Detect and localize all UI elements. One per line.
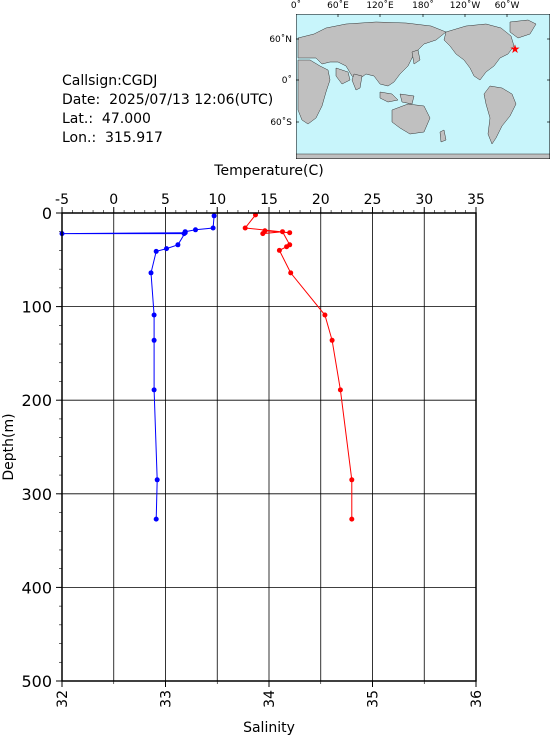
salinity-axis-ticks: 32 33 34 35 36 [55,681,485,708]
salinity-profile-point [193,227,198,233]
temperature-tick-label: 5 [161,192,170,208]
depth-tick-label: 500 [21,672,52,691]
salinity-tick-label: 33 [159,690,175,708]
salinity-tick-label: 35 [366,690,382,708]
location-marker-star-icon: ★ [510,42,521,56]
salinity-profile-point [148,270,154,276]
map-top-tick-5: 60˚W [495,0,520,11]
depth-tick-label: 300 [21,485,52,504]
salinity-axis-label: Salinity [243,720,295,736]
map-tick-marks [296,14,550,123]
temperature-profile-point [349,516,355,522]
station-info: Callsign:CGDJ Date: 2025/07/13 12:06(UTC… [62,72,273,148]
salinity-profile-point [210,225,216,231]
temperature-tick-label: 25 [364,192,382,208]
depth-tick-label: 100 [21,298,52,317]
temperature-profile-point [242,225,248,231]
world-location-map: ★ [296,14,550,159]
temperature-profile-point [284,244,290,250]
salinity-profile-line [61,215,215,520]
salinity-profile-point [151,337,157,343]
temperature-profile-point [276,247,282,253]
temperature-profile-point [288,270,294,276]
depth-tick-label: 0 [42,204,52,223]
temperature-profile-point [260,231,266,237]
salinity-tick-label: 36 [469,690,485,708]
map-left-tick-0: 60˚N [269,34,292,45]
date-label: Date: 2025/07/13 12:06(UTC) [62,92,274,108]
salinity-profile-point [151,312,157,318]
map-left-tick-2: 60˚S [270,117,292,128]
map-top-tick-2: 120˚E [366,0,394,11]
longitude-label: Lon.: 315.917 [62,130,163,146]
salinity-profile-point [153,248,159,254]
map-top-tick-0: 0˚ [291,0,301,11]
depth-axis-ticks: 0 100 200 300 400 500 [21,204,62,691]
salinity-profile-point [164,246,169,252]
temperature-profile-point [322,312,328,318]
chart-grid [61,212,477,682]
salinity-profile-point [151,387,157,393]
temperature-tick-label: 35 [467,192,485,208]
chart-series [59,212,355,522]
map-top-tick-4: 120˚W [450,0,481,11]
depth-axis-label: Depth(m) [1,413,17,480]
depth-tick-label: 200 [21,391,52,410]
salinity-profile-point [211,213,217,219]
temperature-profile-point [337,387,343,393]
salinity-profile-point [182,230,188,236]
temperature-profile-point [329,337,335,343]
temperature-axis-label: Temperature(C) [213,163,323,179]
temperature-tick-label: 15 [260,192,278,208]
temperature-profile-point [349,477,355,483]
temperature-tick-label: -5 [55,192,69,208]
latitude-label: Lat.: 47.000 [62,111,151,127]
temperature-tick-label: 30 [415,192,433,208]
map-land [296,19,550,159]
temperature-profile-point [280,229,285,235]
map-top-tick-3: 180˚ [412,0,434,11]
temperature-tick-label: 0 [109,192,118,208]
salinity-profile-point [153,516,159,522]
plot-frame [61,212,477,682]
depth-tick-label: 400 [21,578,52,597]
callsign-label: Callsign:CGDJ [62,73,158,89]
salinity-profile-point [175,242,181,248]
temperature-profile-line [244,214,353,520]
salinity-tick-label: 34 [262,690,278,708]
temperature-tick-label: 10 [208,192,226,208]
map-tick-labels: 0˚ 60˚E 120˚E 180˚ 120˚W 60˚W 60˚N 0˚ 60… [269,0,520,128]
temperature-tick-label: 20 [312,192,330,208]
temperature-axis-ticks: -5 0 5 10 15 20 25 30 35 [55,192,485,213]
salinity-tick-label: 32 [55,690,71,708]
map-left-tick-1: 0˚ [282,75,292,86]
salinity-profile-point [154,477,160,483]
temperature-profile-point [287,230,293,236]
map-top-tick-1: 60˚E [327,0,349,11]
